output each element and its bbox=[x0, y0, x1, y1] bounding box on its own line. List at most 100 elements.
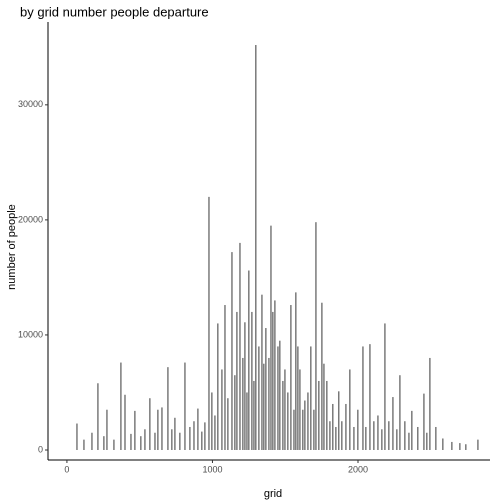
bar bbox=[246, 392, 248, 450]
bar bbox=[345, 403, 347, 450]
bar bbox=[326, 380, 328, 450]
bar bbox=[221, 369, 223, 450]
bar bbox=[140, 436, 142, 450]
bar bbox=[310, 346, 312, 450]
bar bbox=[315, 222, 317, 450]
bar bbox=[208, 196, 210, 450]
x-tick-label: 2000 bbox=[348, 464, 368, 474]
bar bbox=[261, 294, 263, 450]
bar bbox=[399, 375, 401, 450]
y-tick-label: 0 bbox=[38, 444, 43, 454]
bar bbox=[91, 432, 93, 450]
bar bbox=[130, 433, 132, 450]
bar bbox=[426, 432, 428, 450]
bar bbox=[299, 369, 301, 450]
bar bbox=[396, 429, 398, 450]
bar bbox=[242, 357, 244, 450]
bar bbox=[357, 409, 359, 450]
bar bbox=[263, 363, 265, 450]
bar bbox=[134, 410, 136, 450]
bar bbox=[335, 426, 337, 450]
bar bbox=[373, 421, 375, 450]
bar bbox=[459, 443, 461, 450]
bar bbox=[362, 346, 364, 450]
bar bbox=[323, 363, 325, 450]
bar bbox=[435, 426, 437, 450]
bar bbox=[392, 397, 394, 450]
bar bbox=[224, 305, 226, 450]
bar bbox=[293, 409, 295, 450]
bar bbox=[144, 429, 146, 450]
y-tick-label: 30000 bbox=[18, 99, 43, 109]
bar bbox=[451, 441, 453, 450]
bar bbox=[477, 439, 479, 450]
bar bbox=[231, 252, 233, 450]
bar bbox=[341, 421, 343, 450]
bar bbox=[465, 444, 467, 450]
bar bbox=[255, 45, 257, 450]
y-tick-label: 10000 bbox=[18, 329, 43, 339]
bar bbox=[307, 392, 309, 450]
bar bbox=[404, 421, 406, 450]
bar bbox=[201, 431, 203, 450]
bar bbox=[161, 407, 163, 450]
bar bbox=[217, 323, 219, 450]
bar bbox=[149, 398, 151, 450]
bar bbox=[124, 394, 126, 450]
bar bbox=[318, 380, 320, 450]
bar bbox=[442, 438, 444, 450]
bar bbox=[236, 311, 238, 450]
bar bbox=[253, 380, 255, 450]
bar bbox=[279, 340, 281, 450]
bar bbox=[270, 225, 272, 450]
bar bbox=[189, 426, 191, 450]
bar bbox=[321, 302, 323, 450]
bar bbox=[265, 328, 267, 450]
bar bbox=[365, 426, 367, 450]
bar bbox=[120, 362, 122, 450]
bar bbox=[408, 432, 410, 450]
y-tick-label: 20000 bbox=[18, 214, 43, 224]
bar bbox=[377, 415, 379, 450]
bar bbox=[97, 383, 99, 450]
bar bbox=[251, 311, 253, 450]
bar bbox=[268, 357, 270, 450]
y-axis-label: number of people bbox=[6, 204, 18, 290]
bar bbox=[234, 375, 236, 450]
bar bbox=[106, 409, 108, 450]
bar bbox=[284, 369, 286, 450]
bar bbox=[171, 429, 173, 450]
bar bbox=[248, 270, 250, 450]
bar bbox=[297, 346, 299, 450]
bar bbox=[329, 421, 331, 450]
bar bbox=[429, 357, 431, 450]
bar bbox=[258, 346, 260, 450]
bar bbox=[179, 432, 181, 450]
bar bbox=[417, 426, 419, 450]
bar bbox=[304, 400, 306, 450]
bar bbox=[302, 409, 304, 450]
bar bbox=[193, 421, 195, 450]
x-axis-label: grid bbox=[264, 488, 282, 500]
bar bbox=[214, 415, 216, 450]
bar bbox=[349, 369, 351, 450]
chart-title: by grid number people departure bbox=[20, 4, 209, 19]
bar bbox=[239, 242, 241, 450]
bar bbox=[353, 426, 355, 450]
bar bbox=[411, 410, 413, 450]
bar bbox=[277, 346, 279, 450]
bar bbox=[167, 367, 169, 450]
bar bbox=[113, 439, 115, 450]
bar bbox=[287, 392, 289, 450]
bar bbox=[381, 429, 383, 450]
bar bbox=[157, 409, 159, 450]
bar bbox=[290, 305, 292, 450]
bar bbox=[274, 300, 276, 450]
bar bbox=[423, 393, 425, 450]
bar bbox=[338, 391, 340, 450]
bar bbox=[244, 322, 246, 450]
x-tick-label: 1000 bbox=[202, 464, 222, 474]
bar bbox=[211, 392, 213, 450]
bar bbox=[103, 436, 105, 450]
